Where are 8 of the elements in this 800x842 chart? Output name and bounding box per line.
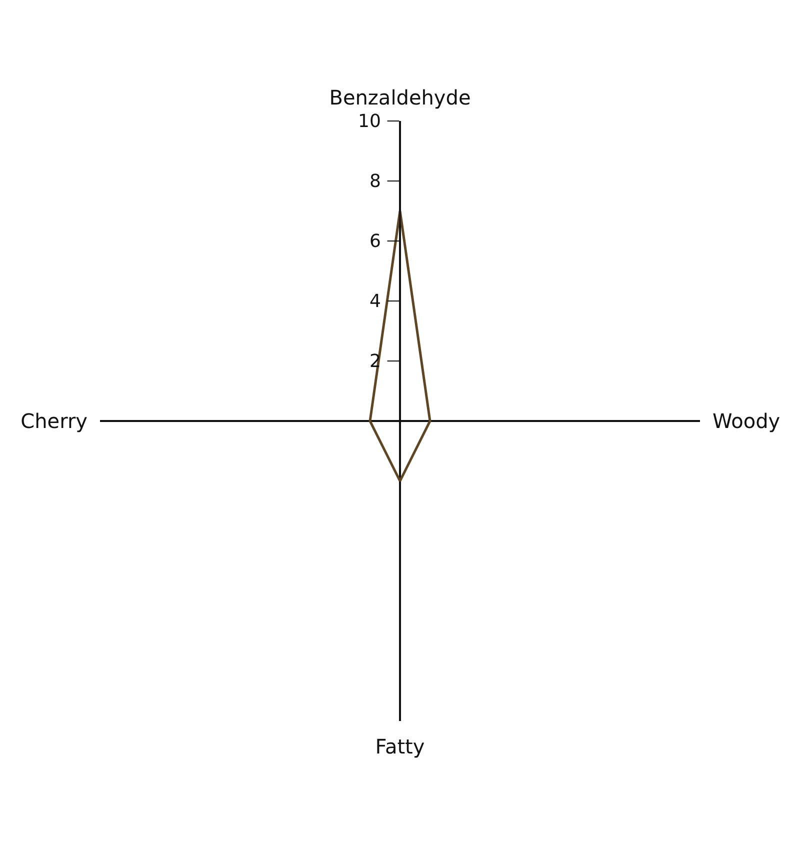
y-tick-label: 6 [369,230,381,252]
y-tick-label: 10 [358,110,381,132]
spoke-label: Cherry [20,409,88,433]
y-tick-label: 4 [369,290,381,312]
y-tick-label: 8 [369,170,381,192]
spoke-label: Fatty [375,734,425,758]
spoke-label: Benzaldehyde [329,86,471,110]
spoke-label: Woody [712,409,780,433]
